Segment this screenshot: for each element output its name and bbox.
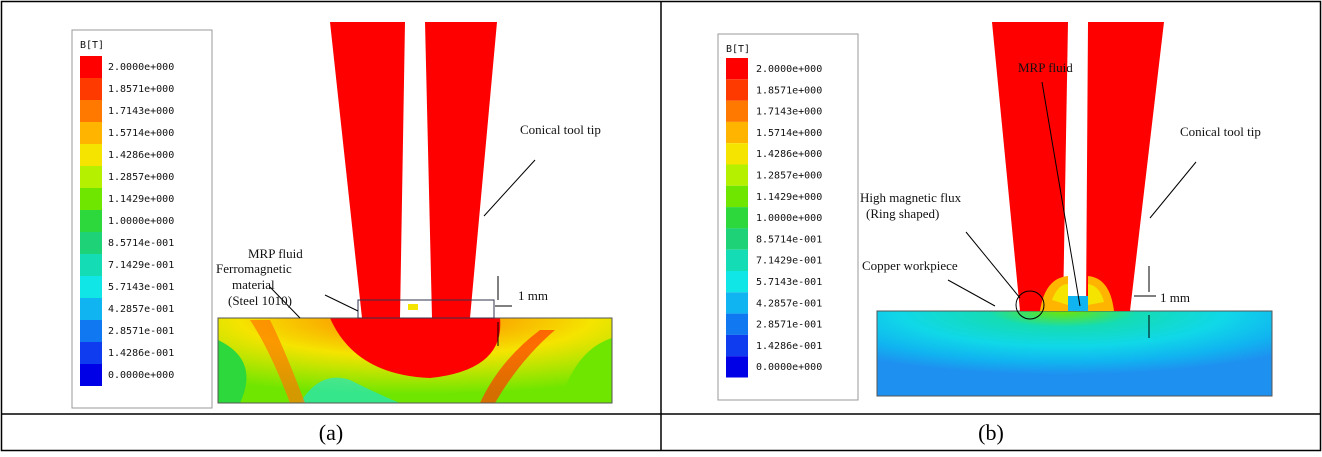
tool-right-prong-a: [425, 22, 497, 318]
label-flux-b-2: (Ring shaped): [866, 206, 939, 221]
legend-a-swatch: [80, 188, 102, 210]
caption-a: (a): [2, 416, 660, 450]
legend-a-label: 1.1429e+000: [108, 194, 174, 205]
label-fluid-b: MRP fluid: [1018, 60, 1073, 75]
legend-b-label: 8.5714e-001: [756, 234, 822, 245]
legend-b-swatch: [726, 143, 748, 164]
legend-a-swatch: [80, 232, 102, 254]
leader-fluid-a: [325, 295, 358, 311]
legend-b-swatch: [726, 356, 748, 377]
legend-a-swatch: [80, 254, 102, 276]
caption-b: (b): [662, 416, 1320, 450]
legend-b-swatch: [726, 271, 748, 292]
legend-a-swatch: [80, 276, 102, 298]
label-tool-b: Conical tool tip: [1180, 124, 1261, 139]
legend-a-swatch: [80, 78, 102, 100]
legend-a-swatch: [80, 100, 102, 122]
legend-a-title: B[T]: [80, 40, 104, 51]
legend-a-label: 5.7143e-001: [108, 282, 174, 293]
fluid-spot-a: [408, 304, 418, 310]
legend-a-label: 1.5714e+000: [108, 128, 174, 139]
legend-b-swatch: [726, 79, 748, 100]
legend-b-label: 1.8571e+000: [756, 85, 822, 96]
tool-right-prong-b: [1086, 22, 1164, 311]
legend-b-swatch: [726, 335, 748, 356]
legend-a-label: 2.8571e-001: [108, 326, 174, 337]
label-material-a-3: (Steel 1010): [228, 293, 292, 308]
legend-a-swatch: [80, 56, 102, 78]
legend-b-swatch: [726, 101, 748, 122]
panel-b: B[T] 2.0000e+000 1.8571e+000 1.7143e+000 1.…: [718, 22, 1272, 400]
label-gap-b: 1 mm: [1160, 290, 1190, 305]
legend-a-label: 0.0000e+000: [108, 370, 174, 381]
legend-b-swatch: [726, 165, 748, 186]
legend-a-label: 4.2857e-001: [108, 304, 174, 315]
label-fluid-a: MRP fluid: [248, 246, 303, 261]
legend-a-swatch: [80, 166, 102, 188]
legend-b-label: 1.1429e+000: [756, 192, 822, 203]
legend-b-label: 1.5714e+000: [756, 128, 822, 139]
legend-a-swatch: [80, 342, 102, 364]
legend-b-label: 7.1429e-001: [756, 256, 822, 267]
label-material-a-2: material: [232, 277, 275, 292]
legend-a-swatch: [80, 210, 102, 232]
legend-a-label: 1.4286e+000: [108, 150, 174, 161]
legend-b-label: 2.0000e+000: [756, 64, 822, 75]
label-workpiece-b: Copper workpiece: [862, 258, 958, 273]
legend-b-swatch: [726, 228, 748, 249]
legend-b-swatch: [726, 186, 748, 207]
legend-a-swatch: [80, 298, 102, 320]
legend-a-swatch: [80, 122, 102, 144]
legend-b-label: 1.4286e+000: [756, 149, 822, 160]
legend-a-label: 1.8571e+000: [108, 84, 174, 95]
legend-b-label: 1.7143e+000: [756, 107, 822, 118]
legend-a-swatches: 2.0000e+000 1.8571e+000 1.7143e+000 1.5714e…: [80, 56, 174, 386]
legend-b-swatch: [726, 292, 748, 313]
legend-a-swatch: [80, 320, 102, 342]
legend-a-label: 2.0000e+000: [108, 62, 174, 73]
legend-b-swatch: [726, 250, 748, 271]
label-tool-a: Conical tool tip: [520, 122, 601, 137]
leader-workpiece-b: [948, 280, 995, 306]
legend-a-label: 1.0000e+000: [108, 216, 174, 227]
legend-b-swatches: 2.0000e+000 1.8571e+000 1.7143e+000 1.5714e…: [726, 58, 822, 378]
label-flux-b-1: High magnetic flux: [860, 190, 962, 205]
legend-b-swatch: [726, 314, 748, 335]
label-gap-a: 1 mm: [518, 288, 548, 303]
leader-tool-a: [484, 160, 535, 216]
copper-workpiece: [877, 311, 1272, 396]
legend-b-label: 2.8571e-001: [756, 320, 822, 331]
panel-a: B[T] 2.0000e+000 1.8571e+000 1.7143e+000 1.…: [72, 22, 612, 408]
legend-a-label: 8.5714e-001: [108, 238, 174, 249]
legend-b-swatch: [726, 58, 748, 79]
label-material-a-1: Ferromagnetic: [216, 261, 292, 276]
legend-b-label: 0.0000e+000: [756, 362, 822, 373]
legend-a-swatch: [80, 364, 102, 386]
legend-a-label: 1.2857e+000: [108, 172, 174, 183]
steel-workpiece: [218, 318, 612, 403]
legend-b-label: 4.2857e-001: [756, 298, 822, 309]
tool-left-prong-a: [330, 22, 405, 318]
legend-a-swatch: [80, 144, 102, 166]
leader-tool-b: [1150, 162, 1196, 218]
legend-b-label: 1.2857e+000: [756, 171, 822, 182]
legend-a-label: 1.4286e-001: [108, 348, 174, 359]
legend-b-label: 1.0000e+000: [756, 213, 822, 224]
legend-b-label: 1.4286e-001: [756, 341, 822, 352]
legend-b-swatch: [726, 207, 748, 228]
legend-b-swatch: [726, 122, 748, 143]
legend-a-label: 1.7143e+000: [108, 106, 174, 117]
legend-b-title: B[T]: [726, 44, 750, 55]
fluid-gap-b: [1068, 296, 1088, 311]
legend-a-label: 7.1429e-001: [108, 260, 174, 271]
legend-b-label: 5.7143e-001: [756, 277, 822, 288]
leader-flux-b: [966, 232, 1020, 298]
